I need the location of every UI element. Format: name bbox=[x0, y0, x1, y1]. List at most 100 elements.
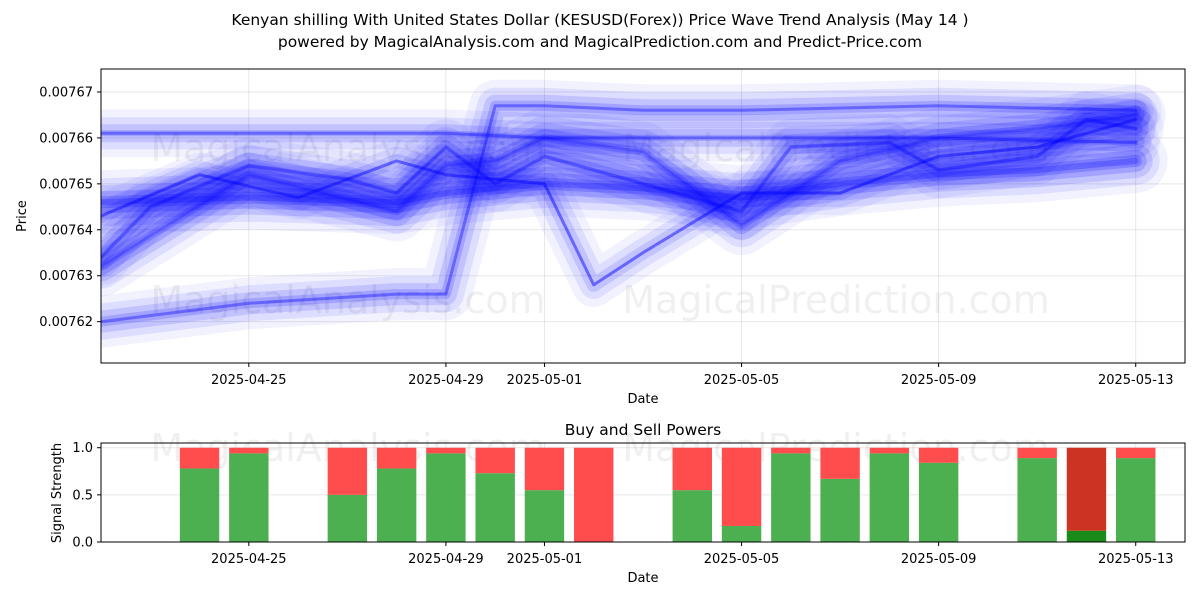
wave-line-6 bbox=[101, 118, 1138, 287]
buy-sell-x-axis-label: Date bbox=[627, 571, 658, 586]
y-tick-label: 0.00767 bbox=[39, 85, 93, 100]
x-tick-label: 2025-05-13 bbox=[1098, 552, 1174, 567]
wave-line-1 bbox=[101, 154, 1142, 209]
buy-sell-plot-area bbox=[101, 443, 1185, 542]
x-tick-label: 2025-05-09 bbox=[901, 373, 977, 388]
sell-bar bbox=[179, 447, 220, 469]
x-tick-label: 2025-04-29 bbox=[408, 373, 484, 388]
sell-bar bbox=[918, 447, 959, 463]
watermark-text: MagicalAnalysis.com bbox=[150, 278, 545, 322]
wave-line-1 bbox=[101, 128, 1168, 235]
sell-bar bbox=[229, 447, 269, 454]
buy-bar bbox=[771, 453, 811, 542]
wave-line-2 bbox=[101, 113, 1138, 268]
sell-bar bbox=[672, 447, 712, 491]
buy-bar bbox=[820, 478, 860, 542]
wave-line-5 bbox=[101, 130, 1139, 146]
sell-bar bbox=[1017, 447, 1057, 459]
wave-line-6 bbox=[101, 112, 1143, 292]
buy-sell-plot-frame bbox=[100, 442, 1186, 543]
wave-line-2 bbox=[101, 105, 1145, 276]
buy-bar bbox=[426, 453, 466, 542]
wave-line-2 bbox=[101, 92, 1158, 289]
x-tick-label: 2025-05-01 bbox=[507, 373, 583, 388]
sell-bar bbox=[327, 447, 368, 495]
wave-line-4 bbox=[101, 87, 1154, 340]
x-tick-label: 2025-05-13 bbox=[1098, 373, 1174, 388]
buy-sell-bars bbox=[179, 447, 1156, 542]
buy-bar bbox=[475, 473, 515, 542]
buy-sell-y-axis: 0.0 0.5 1.0 bbox=[72, 441, 101, 551]
wave-line-4 bbox=[101, 79, 1162, 348]
price-x-axis-label: Date bbox=[627, 392, 658, 407]
sell-bar bbox=[771, 447, 811, 454]
buy-bar bbox=[1017, 458, 1057, 542]
wave-line-3 bbox=[101, 118, 1138, 259]
buy-bar bbox=[1116, 458, 1156, 542]
wave-line-4 bbox=[101, 104, 1138, 324]
wave-line-2 bbox=[101, 99, 1151, 282]
price-x-axis: 2025-04-25 2025-04-29 2025-05-01 2025-05-05… bbox=[211, 363, 1174, 388]
buy-bar bbox=[918, 462, 959, 542]
x-tick-label: 2025-05-05 bbox=[704, 373, 780, 388]
x-tick-label: 2025-04-25 bbox=[211, 373, 287, 388]
y-tick-label: 0.5 bbox=[72, 488, 93, 503]
x-tick-label: 2025-04-29 bbox=[408, 552, 484, 567]
wave-line-5 bbox=[101, 117, 1152, 159]
buy-bar bbox=[376, 468, 417, 542]
price-plot-area bbox=[101, 69, 1185, 363]
wave-line-4 bbox=[101, 104, 1138, 324]
price-wave-lines bbox=[101, 79, 1168, 348]
sell-bar bbox=[869, 447, 910, 454]
buy-bar bbox=[869, 453, 910, 542]
buy-sell-y-axis-label: Signal Strength bbox=[50, 443, 65, 543]
wave-line-2 bbox=[101, 110, 1140, 271]
x-tick-label: 2025-05-05 bbox=[704, 552, 780, 567]
wave-line-1 bbox=[101, 149, 1147, 214]
buy-bar bbox=[524, 490, 565, 542]
y-tick-label: 0.00765 bbox=[39, 177, 93, 192]
sell-bar bbox=[820, 447, 860, 479]
x-tick-label: 2025-05-09 bbox=[901, 552, 977, 567]
wave-line-1 bbox=[101, 143, 1153, 220]
wave-line-3 bbox=[101, 99, 1156, 278]
buy-sell-chart: Buy and Sell Powers MagicalAnalysis.com … bbox=[50, 421, 1186, 586]
price-y-axis-label: Price bbox=[15, 200, 30, 232]
wave-line-3 bbox=[101, 112, 1143, 265]
price-wave-chart: MagicalAnalysis.com MagicalPrediction.co… bbox=[15, 68, 1186, 407]
sell-bar bbox=[524, 447, 565, 491]
buy-bar bbox=[672, 490, 712, 542]
buy-bar bbox=[721, 525, 762, 542]
wave-line-3 bbox=[101, 106, 1149, 271]
buy-bar bbox=[327, 494, 368, 542]
wave-line-1 bbox=[101, 157, 1139, 206]
wave-line-5 bbox=[101, 131, 1138, 144]
chart-title: Kenyan shilling With United States Dolla… bbox=[231, 11, 968, 29]
price-grid bbox=[101, 69, 1185, 363]
buy-sell-title: Buy and Sell Powers bbox=[565, 421, 722, 439]
price-y-axis: 0.00762 0.00763 0.00764 0.00765 0.00766 0.007… bbox=[39, 85, 101, 330]
sell-bar bbox=[721, 447, 762, 526]
wave-line-5 bbox=[101, 109, 1160, 167]
sell-bar bbox=[1066, 447, 1107, 531]
sell-bar bbox=[574, 447, 614, 542]
watermark-text: MagicalAnalysis.com bbox=[150, 126, 545, 170]
sell-bar bbox=[475, 447, 515, 474]
sell-bar bbox=[426, 447, 466, 454]
y-tick-label: 0.0 bbox=[72, 536, 93, 551]
chart-subtitle: powered by MagicalAnalysis.com and Magic… bbox=[278, 33, 922, 51]
wave-line-6 bbox=[101, 97, 1158, 307]
watermark-text: MagicalPrediction.com bbox=[622, 126, 1050, 170]
wave-line-5 bbox=[101, 124, 1145, 152]
y-tick-label: 1.0 bbox=[72, 441, 93, 456]
wave-line-6 bbox=[101, 118, 1138, 287]
buy-sell-x-axis: 2025-04-25 2025-04-29 2025-05-01 2025-05-05… bbox=[211, 542, 1174, 567]
watermark-text: MagicalPrediction.com bbox=[622, 278, 1050, 322]
buy-bar bbox=[1066, 530, 1107, 542]
wave-line-6 bbox=[101, 105, 1150, 299]
wave-line-2 bbox=[101, 84, 1166, 297]
wave-line-5 bbox=[101, 131, 1138, 144]
price-plot-frame bbox=[100, 68, 1186, 364]
buy-bar bbox=[179, 468, 220, 542]
